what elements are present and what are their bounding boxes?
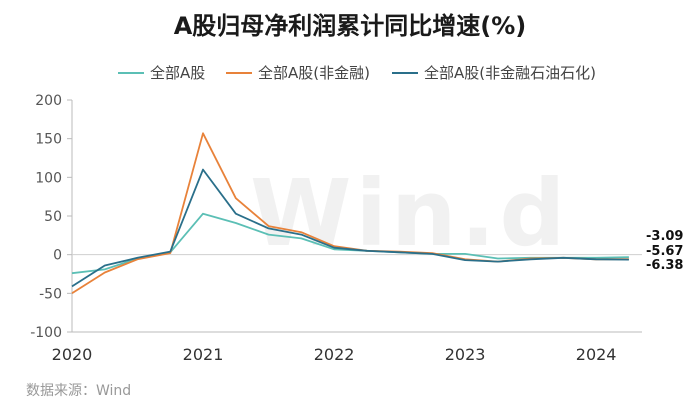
- legend-label-non-fin-ex-petro: 全部A股(非金融石油石化): [424, 64, 596, 82]
- legend-item-non-fin: 全部A股(非金融): [226, 62, 370, 83]
- end-value-label: -5.67: [646, 244, 683, 259]
- legend: 全部A股 全部A股(非金融) 全部A股(非金融石油石化): [0, 62, 700, 84]
- y-tick-label: 0: [53, 248, 62, 264]
- series-line-all-a: [71, 212, 629, 275]
- y-tick-label: 200: [35, 93, 62, 109]
- legend-swatch-all-a: [118, 71, 144, 74]
- end-value-label: -6.38: [646, 258, 683, 273]
- chart-title: A股归母净利润累计同比增速(%): [173, 12, 527, 40]
- series-line-non-fin-ex-petro: [71, 168, 629, 288]
- x-tick-label: 2020: [52, 345, 93, 364]
- watermark: Win.d: [250, 160, 570, 267]
- y-tick-label: 150: [35, 132, 62, 148]
- y-tick-label: 100: [35, 170, 62, 186]
- source-note: 数据来源：Wind: [26, 383, 132, 399]
- legend-label-all-a: 全部A股: [150, 64, 206, 82]
- legend-swatch-non-fin-ex-petro: [392, 71, 418, 74]
- x-tick-label: 2022: [314, 345, 355, 364]
- legend-swatch-non-fin: [226, 71, 252, 74]
- x-tick-label: 2023: [445, 345, 486, 364]
- y-tick-label: 50: [44, 209, 62, 225]
- end-value-label: -3.09: [646, 229, 683, 244]
- series-line-non-fin: [71, 132, 629, 295]
- legend-item-all-a: 全部A股: [118, 62, 205, 83]
- x-tick-label: 2024: [576, 345, 617, 364]
- y-tick-label: -100: [30, 325, 62, 341]
- legend-item-non-fin-ex-petro: 全部A股(非金融石油石化): [392, 62, 596, 83]
- y-tick-label: -50: [39, 286, 62, 302]
- x-tick-label: 2021: [183, 345, 224, 364]
- legend-label-non-fin: 全部A股(非金融): [258, 64, 370, 82]
